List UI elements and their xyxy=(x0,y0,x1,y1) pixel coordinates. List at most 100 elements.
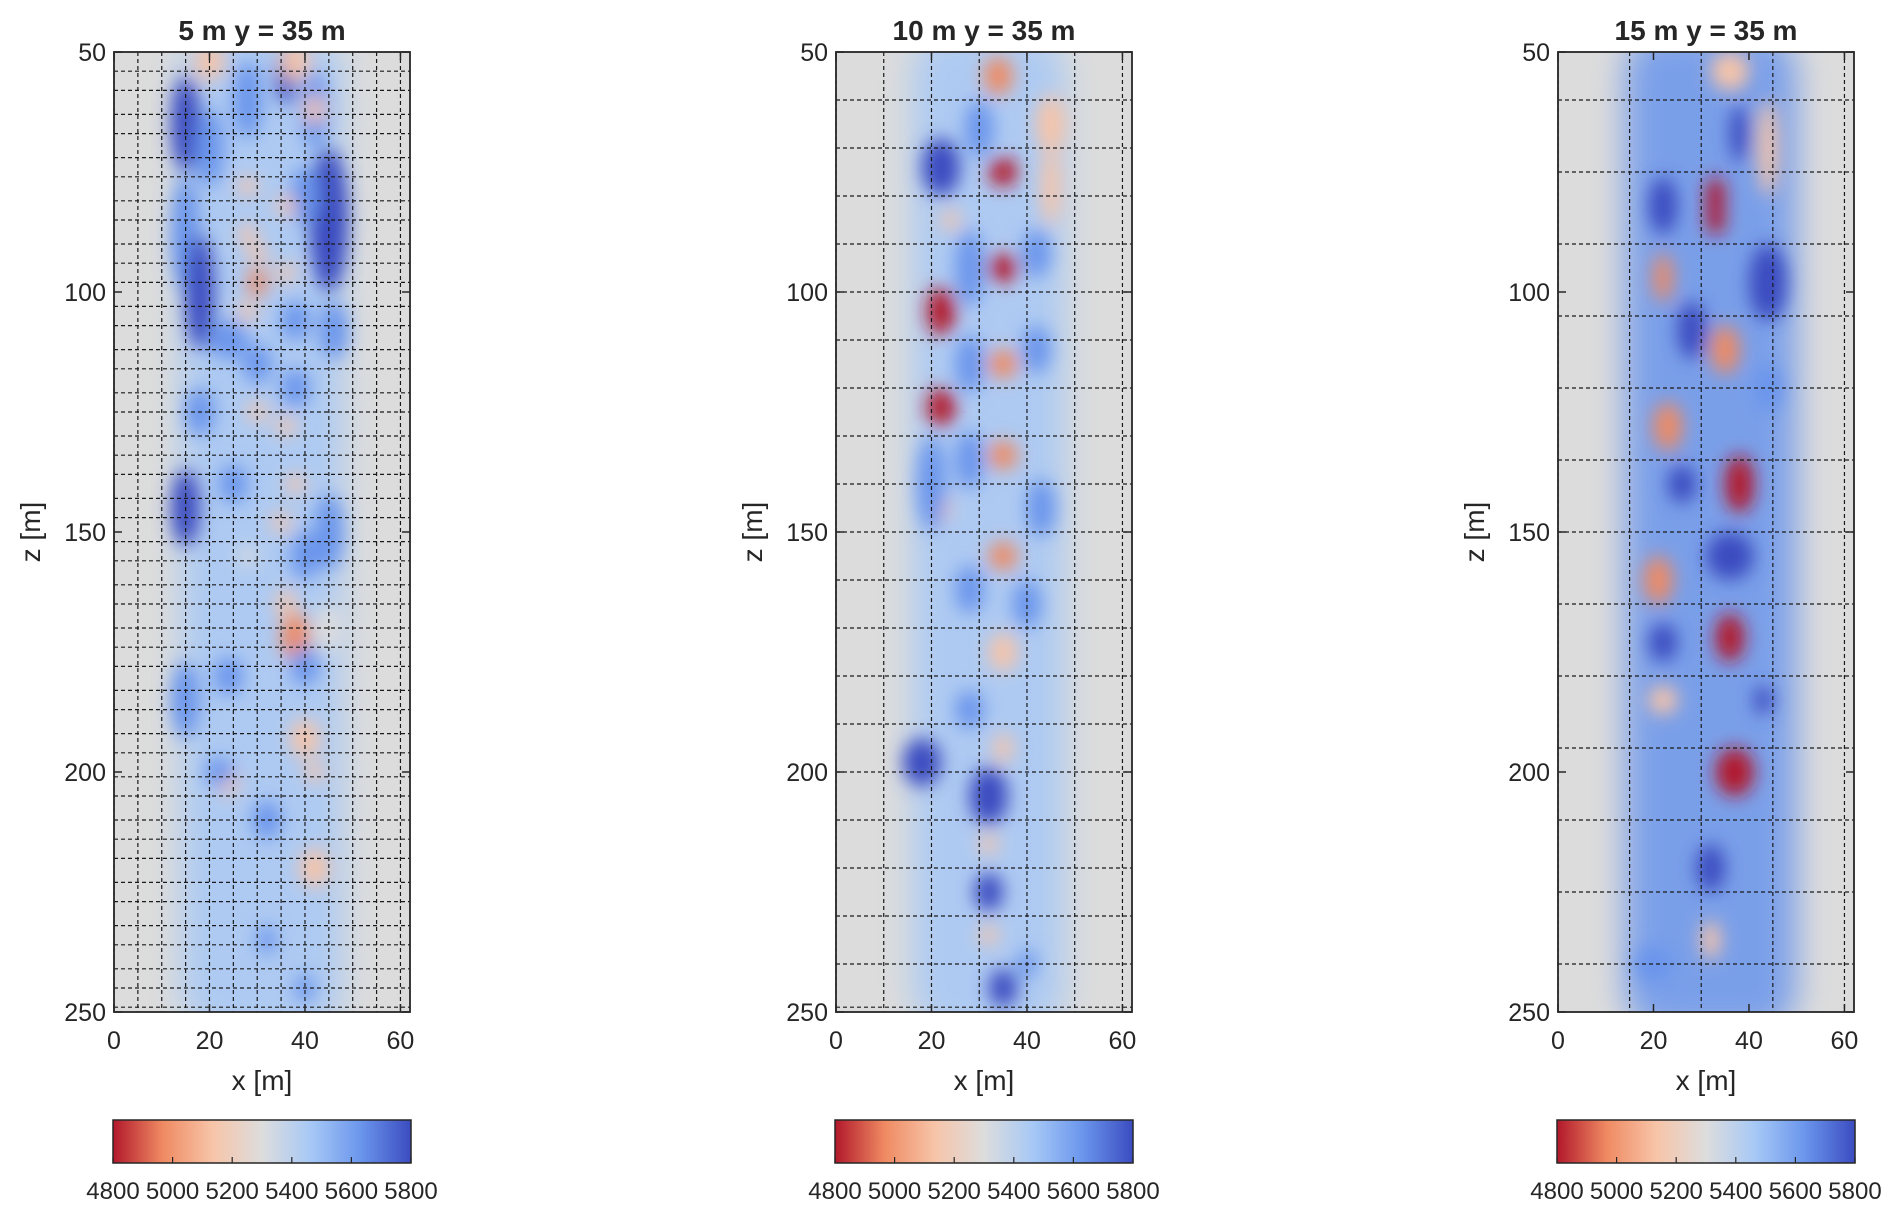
velocity-anomaly xyxy=(1706,532,1754,580)
x-tick-label: 40 xyxy=(291,1027,319,1055)
colorbar-tick-label: 5600 xyxy=(1047,1178,1100,1205)
velocity-anomaly xyxy=(988,541,1018,571)
velocity-anomaly xyxy=(1648,176,1678,235)
velocity-anomaly xyxy=(281,52,310,81)
velocity-anomaly xyxy=(974,872,1004,912)
velocity-anomaly xyxy=(214,656,243,696)
subplot-1: 0 20 40 60 50 100 150 200 250 5 m y = 35 m x [m] z … xyxy=(15,15,438,1205)
x-tick-label: 60 xyxy=(1109,1027,1137,1055)
velocity-anomaly xyxy=(238,546,258,566)
velocity-anomaly xyxy=(1715,613,1745,662)
velocity-anomaly xyxy=(1710,325,1740,374)
velocity-anomaly xyxy=(276,196,296,216)
velocity-anomaly xyxy=(209,320,248,360)
x-tick-label: 0 xyxy=(1551,1027,1565,1055)
z-tick-label: 50 xyxy=(78,39,106,67)
colorbar-tick-label: 5400 xyxy=(987,1178,1040,1205)
velocity-anomaly xyxy=(955,229,984,307)
z-tick-label: 100 xyxy=(64,279,106,307)
x-axis-label: x [m] xyxy=(232,1065,293,1096)
velocity-anomaly xyxy=(195,109,224,187)
z-tick-label: 200 xyxy=(64,759,106,787)
subplot-title: 10 m y = 35 m xyxy=(893,15,1076,46)
velocity-anomaly xyxy=(921,138,961,196)
velocity-anomaly xyxy=(1648,685,1678,715)
z-tick-label: 250 xyxy=(1508,999,1550,1027)
grid-lines xyxy=(113,52,410,1012)
velocity-anomaly xyxy=(1729,104,1749,163)
z-tick-label: 150 xyxy=(64,519,106,547)
velocity-anomaly xyxy=(304,762,325,782)
z-tick-label: 200 xyxy=(786,759,828,787)
colorbar-tick-label: 5000 xyxy=(146,1178,199,1205)
velocity-anomaly xyxy=(1036,95,1066,153)
z-tick-label: 50 xyxy=(800,39,828,67)
velocity-anomaly xyxy=(1648,623,1678,662)
velocity-anomaly xyxy=(219,464,248,504)
z-axis-label: z [m] xyxy=(1459,502,1490,563)
velocity-anomaly xyxy=(300,848,329,888)
velocity-anomaly xyxy=(1710,52,1749,91)
velocity-anomaly xyxy=(988,632,1018,672)
velocity-anomaly xyxy=(1696,844,1726,892)
velocity-anomaly xyxy=(955,690,984,729)
velocity-anomaly xyxy=(276,416,296,436)
colorbar-gradient xyxy=(112,1119,412,1164)
colorbar-tick-label: 5800 xyxy=(1828,1178,1881,1205)
velocity-anomaly xyxy=(979,925,999,945)
colorbar: 4800 5000 5200 5400 5600 5800 xyxy=(86,1119,438,1205)
velocity-anomaly xyxy=(955,335,984,393)
colorbar-gradient xyxy=(1556,1119,1856,1164)
velocity-anomaly xyxy=(926,287,956,336)
x-tick-label: 20 xyxy=(1640,1027,1668,1055)
subplot-2: 0 20 40 60 50 100 150 200 250 10 m y = 35 m x [m] z… xyxy=(737,15,1160,1205)
z-tick-label: 250 xyxy=(64,999,106,1027)
velocity-anomaly xyxy=(988,253,1018,283)
z-tick-label: 200 xyxy=(1508,759,1550,787)
z-tick-label: 150 xyxy=(1508,519,1550,547)
velocity-anomaly xyxy=(993,733,1013,763)
velocity-anomaly xyxy=(1041,148,1061,225)
velocity-anomaly xyxy=(1701,920,1721,960)
velocity-anomaly xyxy=(1706,176,1726,216)
velocity-anomaly xyxy=(1753,685,1773,715)
x-tick-label: 0 xyxy=(107,1027,121,1055)
velocity-anomaly xyxy=(1653,253,1673,302)
velocity-anomaly xyxy=(1715,748,1754,796)
velocity-anomaly xyxy=(1012,580,1042,628)
x-axis-label: x [m] xyxy=(954,1065,1015,1096)
velocity-anomaly xyxy=(1634,944,1673,984)
colorbar-tick-label: 5000 xyxy=(868,1178,921,1205)
velocity-anomaly xyxy=(988,440,1018,470)
colorbar-tick-label: 5600 xyxy=(325,1178,378,1205)
velocity-anomaly xyxy=(1653,402,1683,451)
colorbar-tick-label: 5400 xyxy=(1709,1178,1762,1205)
velocity-anomaly xyxy=(955,565,984,614)
velocity-anomaly xyxy=(233,61,262,139)
x-tick-label: 0 xyxy=(829,1027,843,1055)
velocity-anomaly xyxy=(1022,229,1051,278)
velocity-anomaly xyxy=(276,263,296,283)
z-axis-label: z [m] xyxy=(737,502,768,563)
velocity-anomaly xyxy=(917,436,946,532)
colorbar-tick-label: 5800 xyxy=(384,1178,437,1205)
velocity-anomaly xyxy=(955,431,984,489)
subplot-title: 5 m y = 35 m xyxy=(178,15,345,46)
colorbar: 4800 5000 5200 5400 5600 5800 xyxy=(808,1119,1160,1205)
colorbar-tick-label: 5600 xyxy=(1769,1178,1822,1205)
x-tick-label: 20 xyxy=(196,1027,224,1055)
velocity-anomaly xyxy=(252,800,282,840)
velocity-anomaly xyxy=(988,968,1018,1008)
colorbar-tick-label: 5200 xyxy=(1650,1178,1703,1205)
velocity-anomaly xyxy=(988,349,1018,379)
velocity-anomaly xyxy=(926,388,956,427)
colorbar-tick-label: 4800 xyxy=(86,1178,139,1205)
velocity-anomaly xyxy=(1758,100,1778,196)
colorbar-tick-label: 5200 xyxy=(928,1178,981,1205)
x-tick-label: 60 xyxy=(1831,1027,1859,1055)
velocity-anomaly xyxy=(941,210,961,230)
velocity-anomaly xyxy=(984,56,1013,96)
velocity-anomaly xyxy=(964,100,994,158)
z-axis-label: z [m] xyxy=(15,502,46,563)
velocity-anomaly xyxy=(247,244,267,264)
